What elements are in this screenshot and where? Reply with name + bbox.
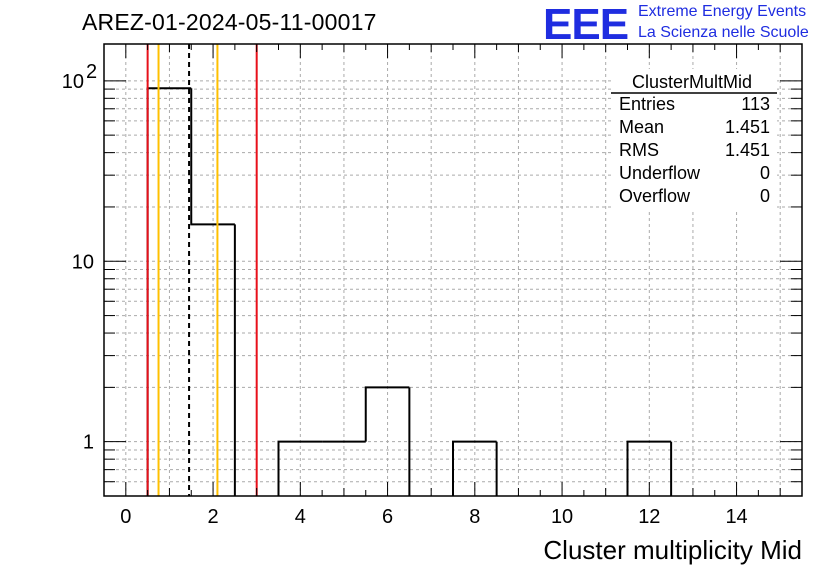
x-tick-label: 2: [208, 506, 219, 528]
axis-ticks: [104, 44, 802, 497]
eee-logo: EEE: [543, 0, 629, 49]
stats-rms-value: 1.451: [725, 140, 770, 160]
histogram-bin: [626, 440, 672, 496]
stats-overflow-value: 0: [760, 186, 770, 206]
x-tick-label: 10: [551, 506, 573, 528]
x-tick-label: 8: [469, 506, 480, 528]
histogram-bin: [452, 440, 497, 496]
stats-title: ClusterMultMid: [632, 72, 752, 92]
logo-subtitle-1: Extreme Energy Events: [638, 3, 807, 20]
run-title: AREZ-01-2024-05-11-00017: [82, 9, 377, 35]
y-tick-label-exponent: 2: [86, 61, 97, 83]
logo-subtitle-2: La Scienza nelle Scuole: [638, 24, 809, 41]
x-axis-title: Cluster multiplicity Mid: [543, 535, 802, 565]
x-tick-label: 0: [120, 506, 131, 528]
y-tick-label: 10: [62, 71, 84, 93]
stats-mean-value: 1.451: [725, 117, 770, 137]
x-tick-label: 4: [295, 506, 306, 528]
stats-entries-label: Entries: [619, 94, 675, 114]
x-tick-label: 6: [382, 506, 393, 528]
x-tick-label: 14: [725, 506, 747, 528]
histogram-bars: [146, 87, 673, 496]
stats-underflow-value: 0: [760, 163, 770, 183]
histogram-bin: [277, 440, 323, 496]
stats-entries-value: 113: [741, 94, 770, 114]
stats-underflow-label: Underflow: [619, 163, 701, 183]
histogram-bin: [364, 386, 410, 442]
y-tick-label: 1: [83, 432, 94, 454]
x-tick-label: 12: [638, 506, 660, 528]
histogram-bin: [190, 88, 235, 226]
stats-mean-label: Mean: [619, 117, 664, 137]
stats-overflow-label: Overflow: [619, 186, 691, 206]
stats-rms-label: RMS: [619, 140, 659, 160]
y-tick-label: 10: [72, 251, 94, 273]
reference-lines: [146, 44, 258, 496]
stats-box: ClusterMultMid Entries 113 Mean 1.451 RM…: [611, 69, 777, 211]
